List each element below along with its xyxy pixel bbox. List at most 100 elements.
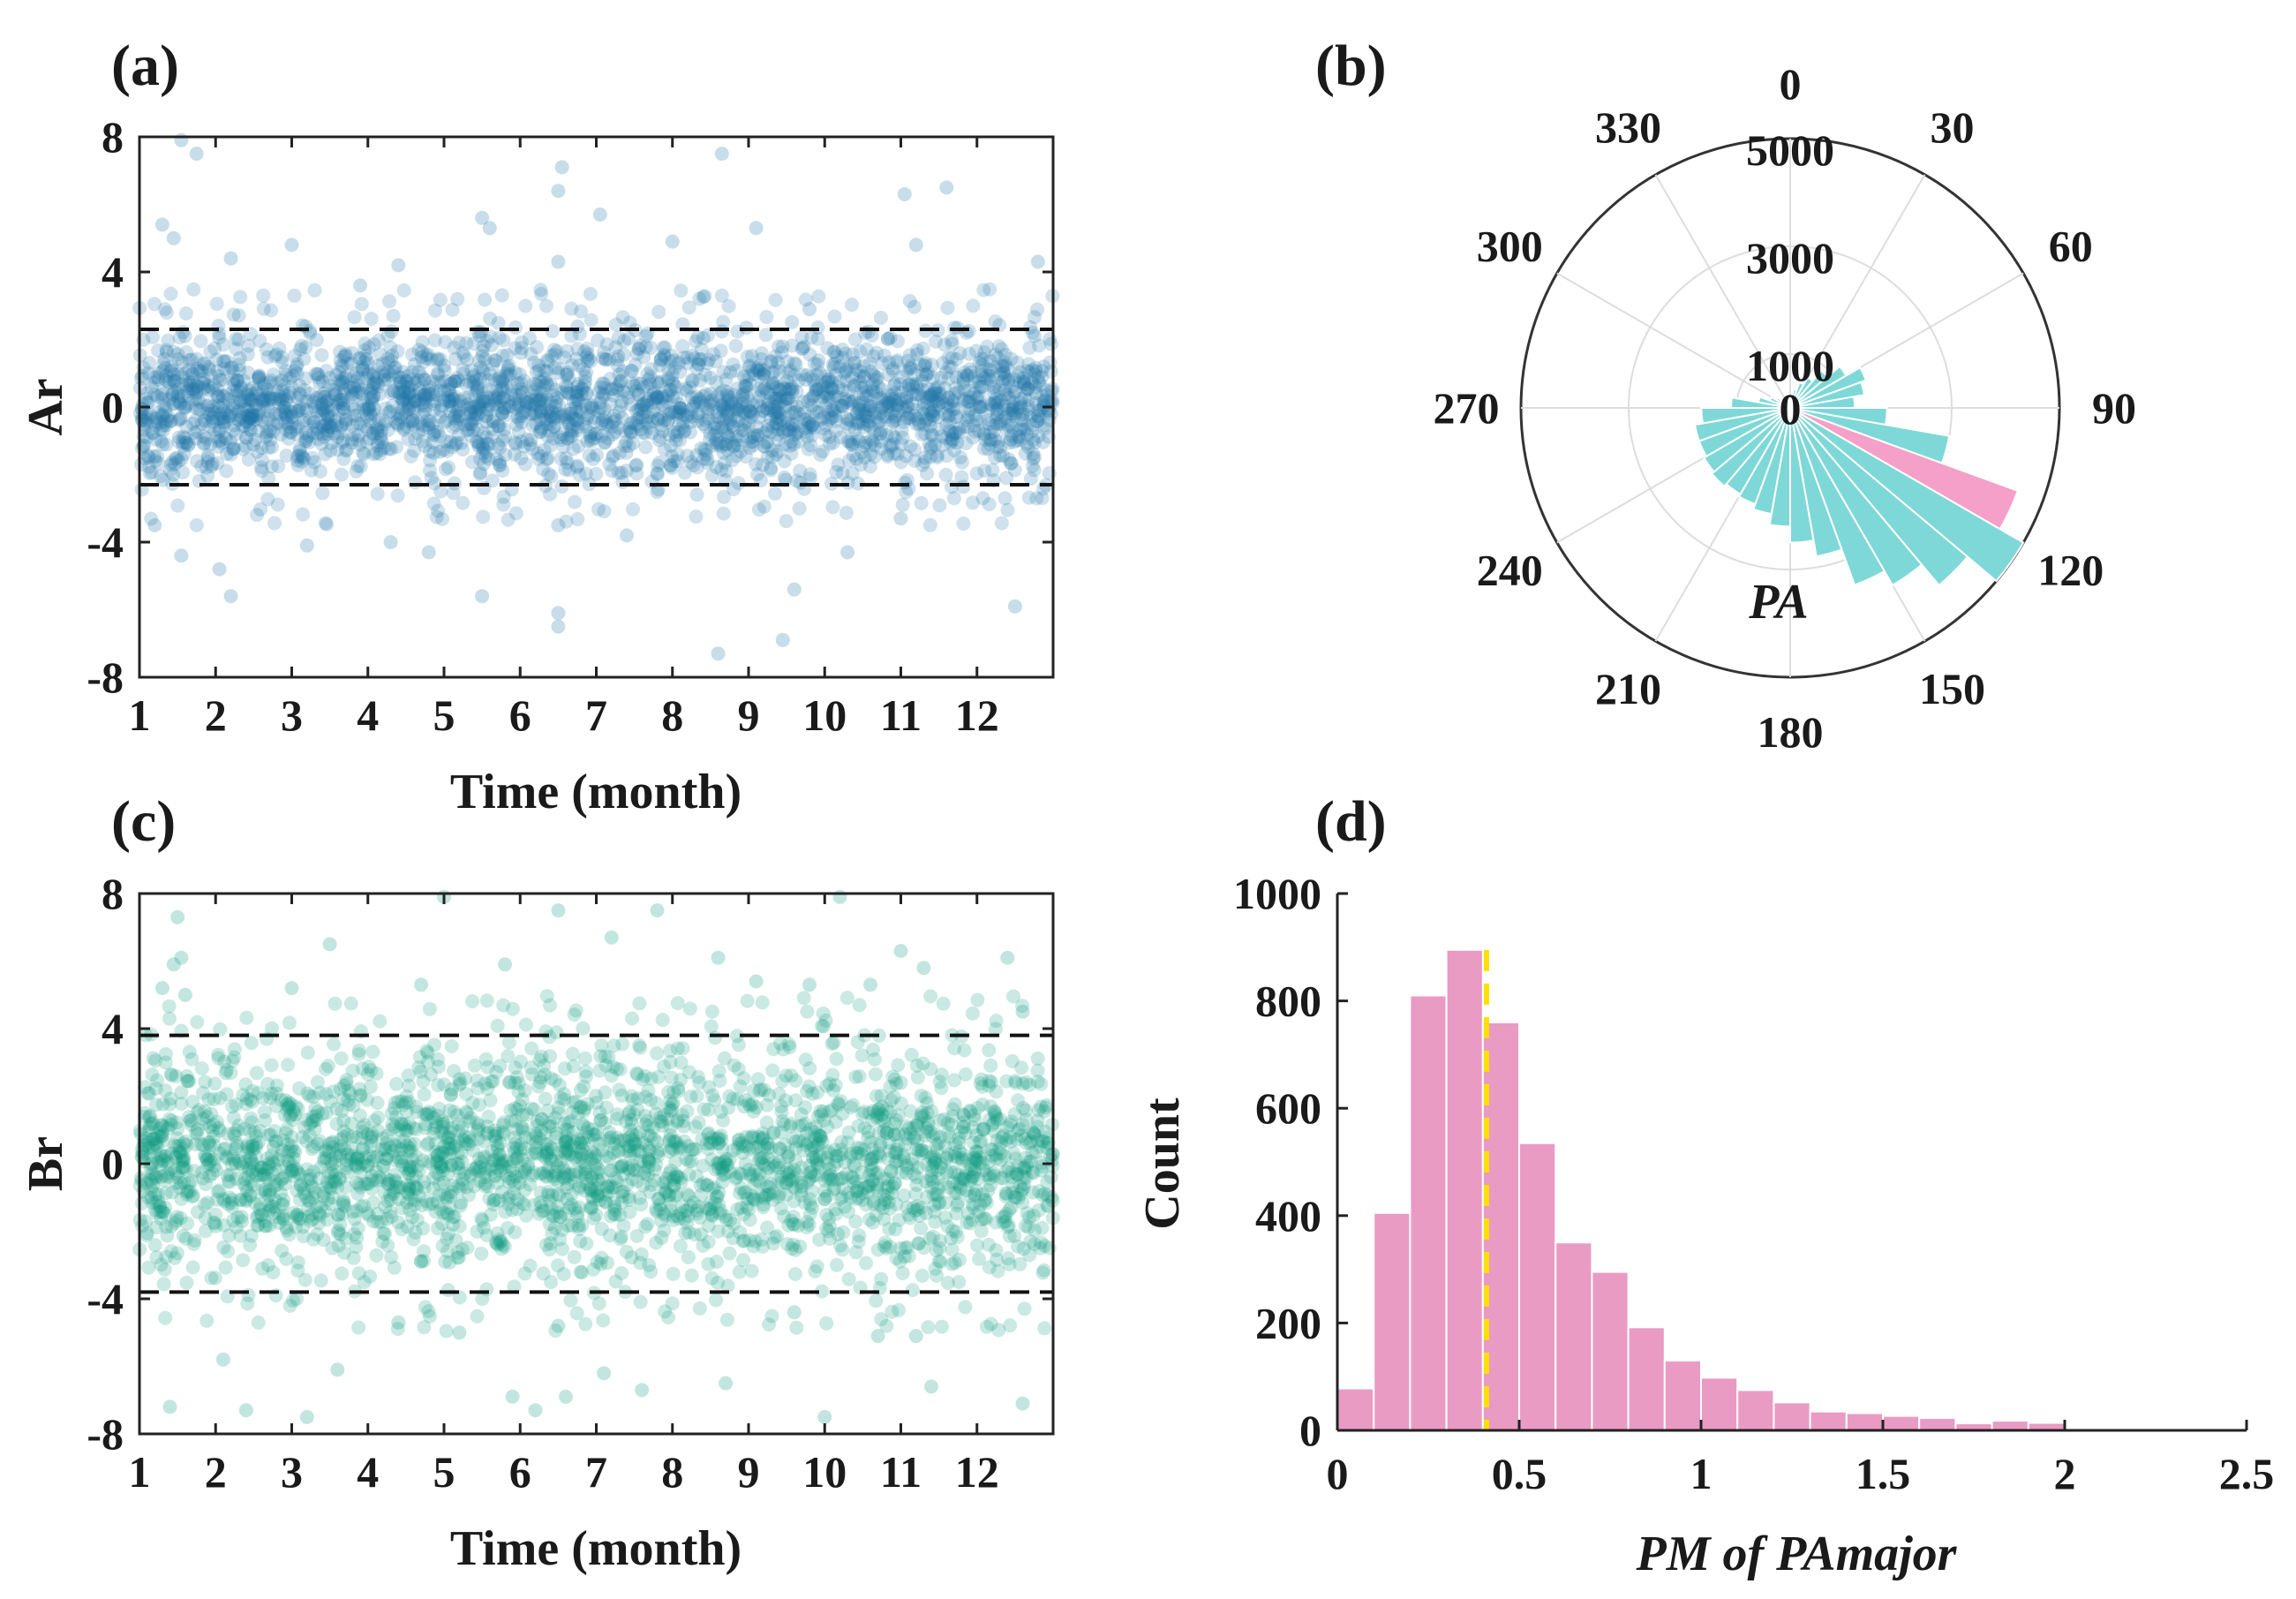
a-core-point: [465, 370, 480, 385]
a-core-point: [252, 371, 267, 386]
a-core-point: [750, 428, 765, 443]
a-core-point: [231, 332, 246, 347]
a-core-point: [322, 371, 337, 385]
a-core-point: [297, 351, 312, 366]
c-core-point: [823, 1167, 838, 1182]
a-ytick-label: 4: [102, 247, 124, 297]
a-core-point: [509, 401, 524, 416]
a-core-point: [803, 438, 818, 453]
a-core-point: [282, 426, 297, 440]
a-core-point: [309, 333, 324, 348]
a-core-point: [336, 402, 351, 416]
a-core-point: [556, 439, 571, 454]
c-core-point: [983, 1058, 998, 1073]
a-core-point: [533, 405, 548, 420]
a-core-point: [948, 386, 963, 401]
a-core-point: [372, 333, 387, 348]
a-core-point: [412, 381, 427, 396]
a-core-point: [470, 400, 486, 414]
a-core-point: [437, 415, 452, 430]
a-core-point: [597, 402, 612, 417]
a-core-point: [631, 341, 646, 356]
a-core-point: [421, 386, 435, 401]
a-core-point: [689, 389, 704, 404]
a-core-point: [997, 355, 1012, 370]
a-core-point: [598, 351, 614, 366]
a-core-point: [290, 357, 305, 372]
a-core-point: [845, 370, 860, 385]
a-core-point: [614, 398, 629, 413]
c-core-point: [722, 1246, 737, 1261]
a-core-point: [873, 413, 888, 428]
a-core-point: [625, 376, 640, 391]
a-core-point: [522, 396, 537, 411]
a-core-point: [922, 388, 937, 404]
a-core-point: [147, 375, 162, 390]
a-core-point: [403, 449, 418, 464]
a-core-point: [835, 343, 850, 357]
a-core-point: [988, 392, 1003, 407]
a-mid-point: [619, 464, 634, 478]
a-core-point: [290, 427, 305, 442]
a-mid-point: [290, 453, 305, 468]
polar-radial-label: 3000: [1746, 233, 1834, 283]
a-core-point: [540, 377, 555, 392]
a-core-point: [270, 384, 285, 399]
a-core-point: [400, 419, 415, 434]
a-core-point: [163, 413, 178, 428]
a-core-point: [596, 387, 611, 401]
a-core-point: [401, 387, 416, 402]
a-core-point: [493, 382, 508, 397]
a-mid-point: [518, 298, 533, 313]
a-core-point: [444, 388, 459, 404]
a-core-point: [910, 380, 925, 395]
a-mid-point: [333, 344, 348, 359]
a-core-point: [381, 441, 396, 456]
a-core-point: [364, 390, 379, 405]
a-core-point: [346, 427, 361, 442]
a-core-point: [252, 372, 267, 387]
a-core-point: [296, 415, 311, 430]
a-core-point: [775, 339, 790, 354]
a-core-point: [200, 450, 215, 465]
a-core-point: [608, 340, 623, 355]
a-core-point: [624, 426, 638, 441]
polar-angle-label: 330: [1595, 102, 1661, 152]
a-core-point: [960, 419, 975, 434]
a-core-point: [451, 409, 466, 424]
a-core-point: [642, 420, 657, 435]
a-core-point: [305, 393, 320, 408]
a-core-point: [587, 431, 602, 446]
a-core-point: [606, 449, 621, 463]
a-core-point: [583, 426, 598, 441]
a-core-point: [769, 417, 784, 432]
a-core-point: [394, 374, 409, 389]
a-core-point: [778, 399, 793, 414]
a-core-point: [448, 408, 463, 423]
a-core-point: [638, 412, 653, 427]
a-core-point: [734, 444, 749, 459]
a-mid-point: [178, 306, 193, 321]
a-core-point: [756, 403, 771, 418]
a-core-point: [202, 419, 217, 434]
a-core-point: [725, 453, 740, 468]
a-core-point: [1024, 375, 1039, 389]
a-core-point: [741, 368, 757, 383]
a-core-point: [481, 382, 496, 397]
a-core-point: [387, 384, 402, 399]
panel-b-bars: [1693, 365, 2025, 587]
a-mid-point: [147, 453, 162, 468]
c-core-point: [931, 1135, 946, 1150]
a-core-point: [231, 412, 246, 427]
a-core-point: [403, 414, 418, 429]
a-outlier-point: [1030, 254, 1045, 269]
a-core-point: [1030, 414, 1045, 429]
a-core-point: [983, 363, 998, 378]
a-core-point: [820, 379, 835, 394]
a-core-point: [308, 366, 323, 381]
a-core-point: [213, 433, 228, 448]
a-core-point: [538, 397, 552, 412]
a-core-point: [752, 381, 767, 396]
a-core-point: [887, 391, 902, 406]
